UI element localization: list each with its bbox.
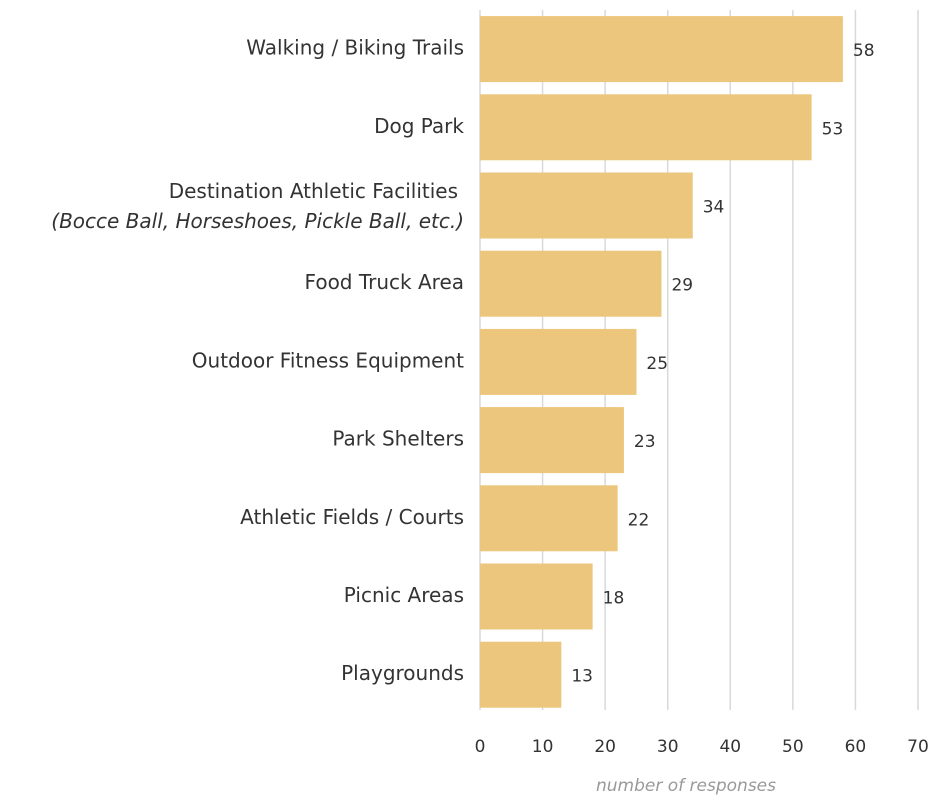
y-tick-label: Outdoor Fitness Equipment [192, 348, 464, 372]
x-tick-label: 10 [532, 737, 554, 757]
bar [480, 328, 637, 395]
y-tick-label: Picnic Areas [344, 583, 464, 607]
value-label: 58 [853, 41, 875, 61]
bar [480, 407, 624, 474]
x-tick-label: 70 [907, 737, 929, 757]
y-tick-label: Athletic Fields / Courts [240, 505, 464, 529]
bar [480, 94, 812, 161]
bar [480, 563, 593, 630]
y-tick-label: Food Truck Area [305, 270, 464, 294]
value-label: 34 [703, 198, 725, 218]
x-tick-label: 40 [719, 737, 741, 757]
bar [480, 250, 662, 317]
x-tick-label: 30 [657, 737, 679, 757]
value-label: 22 [628, 510, 650, 530]
x-tick-label: 60 [845, 737, 867, 757]
x-tick-label: 0 [475, 737, 486, 757]
value-label: 53 [822, 119, 844, 139]
y-tick-label: Dog Park [374, 114, 464, 138]
value-label: 18 [603, 589, 625, 609]
value-label: 13 [571, 667, 593, 687]
bar [480, 641, 562, 708]
x-tick-label: 50 [782, 737, 804, 757]
y-tick-label: Walking / Biking Trails [246, 36, 464, 60]
y-tick-sublabel: (Bocce Ball, Horseshoes, Pickle Ball, et… [51, 209, 464, 233]
bar [480, 16, 843, 83]
x-axis-label: number of responses [596, 776, 776, 796]
y-tick-label: Park Shelters [332, 427, 464, 451]
value-label: 25 [646, 354, 668, 374]
bar [480, 172, 693, 239]
y-tick-label: Playgrounds [341, 661, 464, 685]
y-tick-label: Destination Athletic Facilities [169, 179, 458, 203]
x-tick-label: 20 [594, 737, 616, 757]
bar [480, 485, 618, 552]
value-label: 29 [671, 276, 693, 296]
value-label: 23 [634, 432, 656, 452]
